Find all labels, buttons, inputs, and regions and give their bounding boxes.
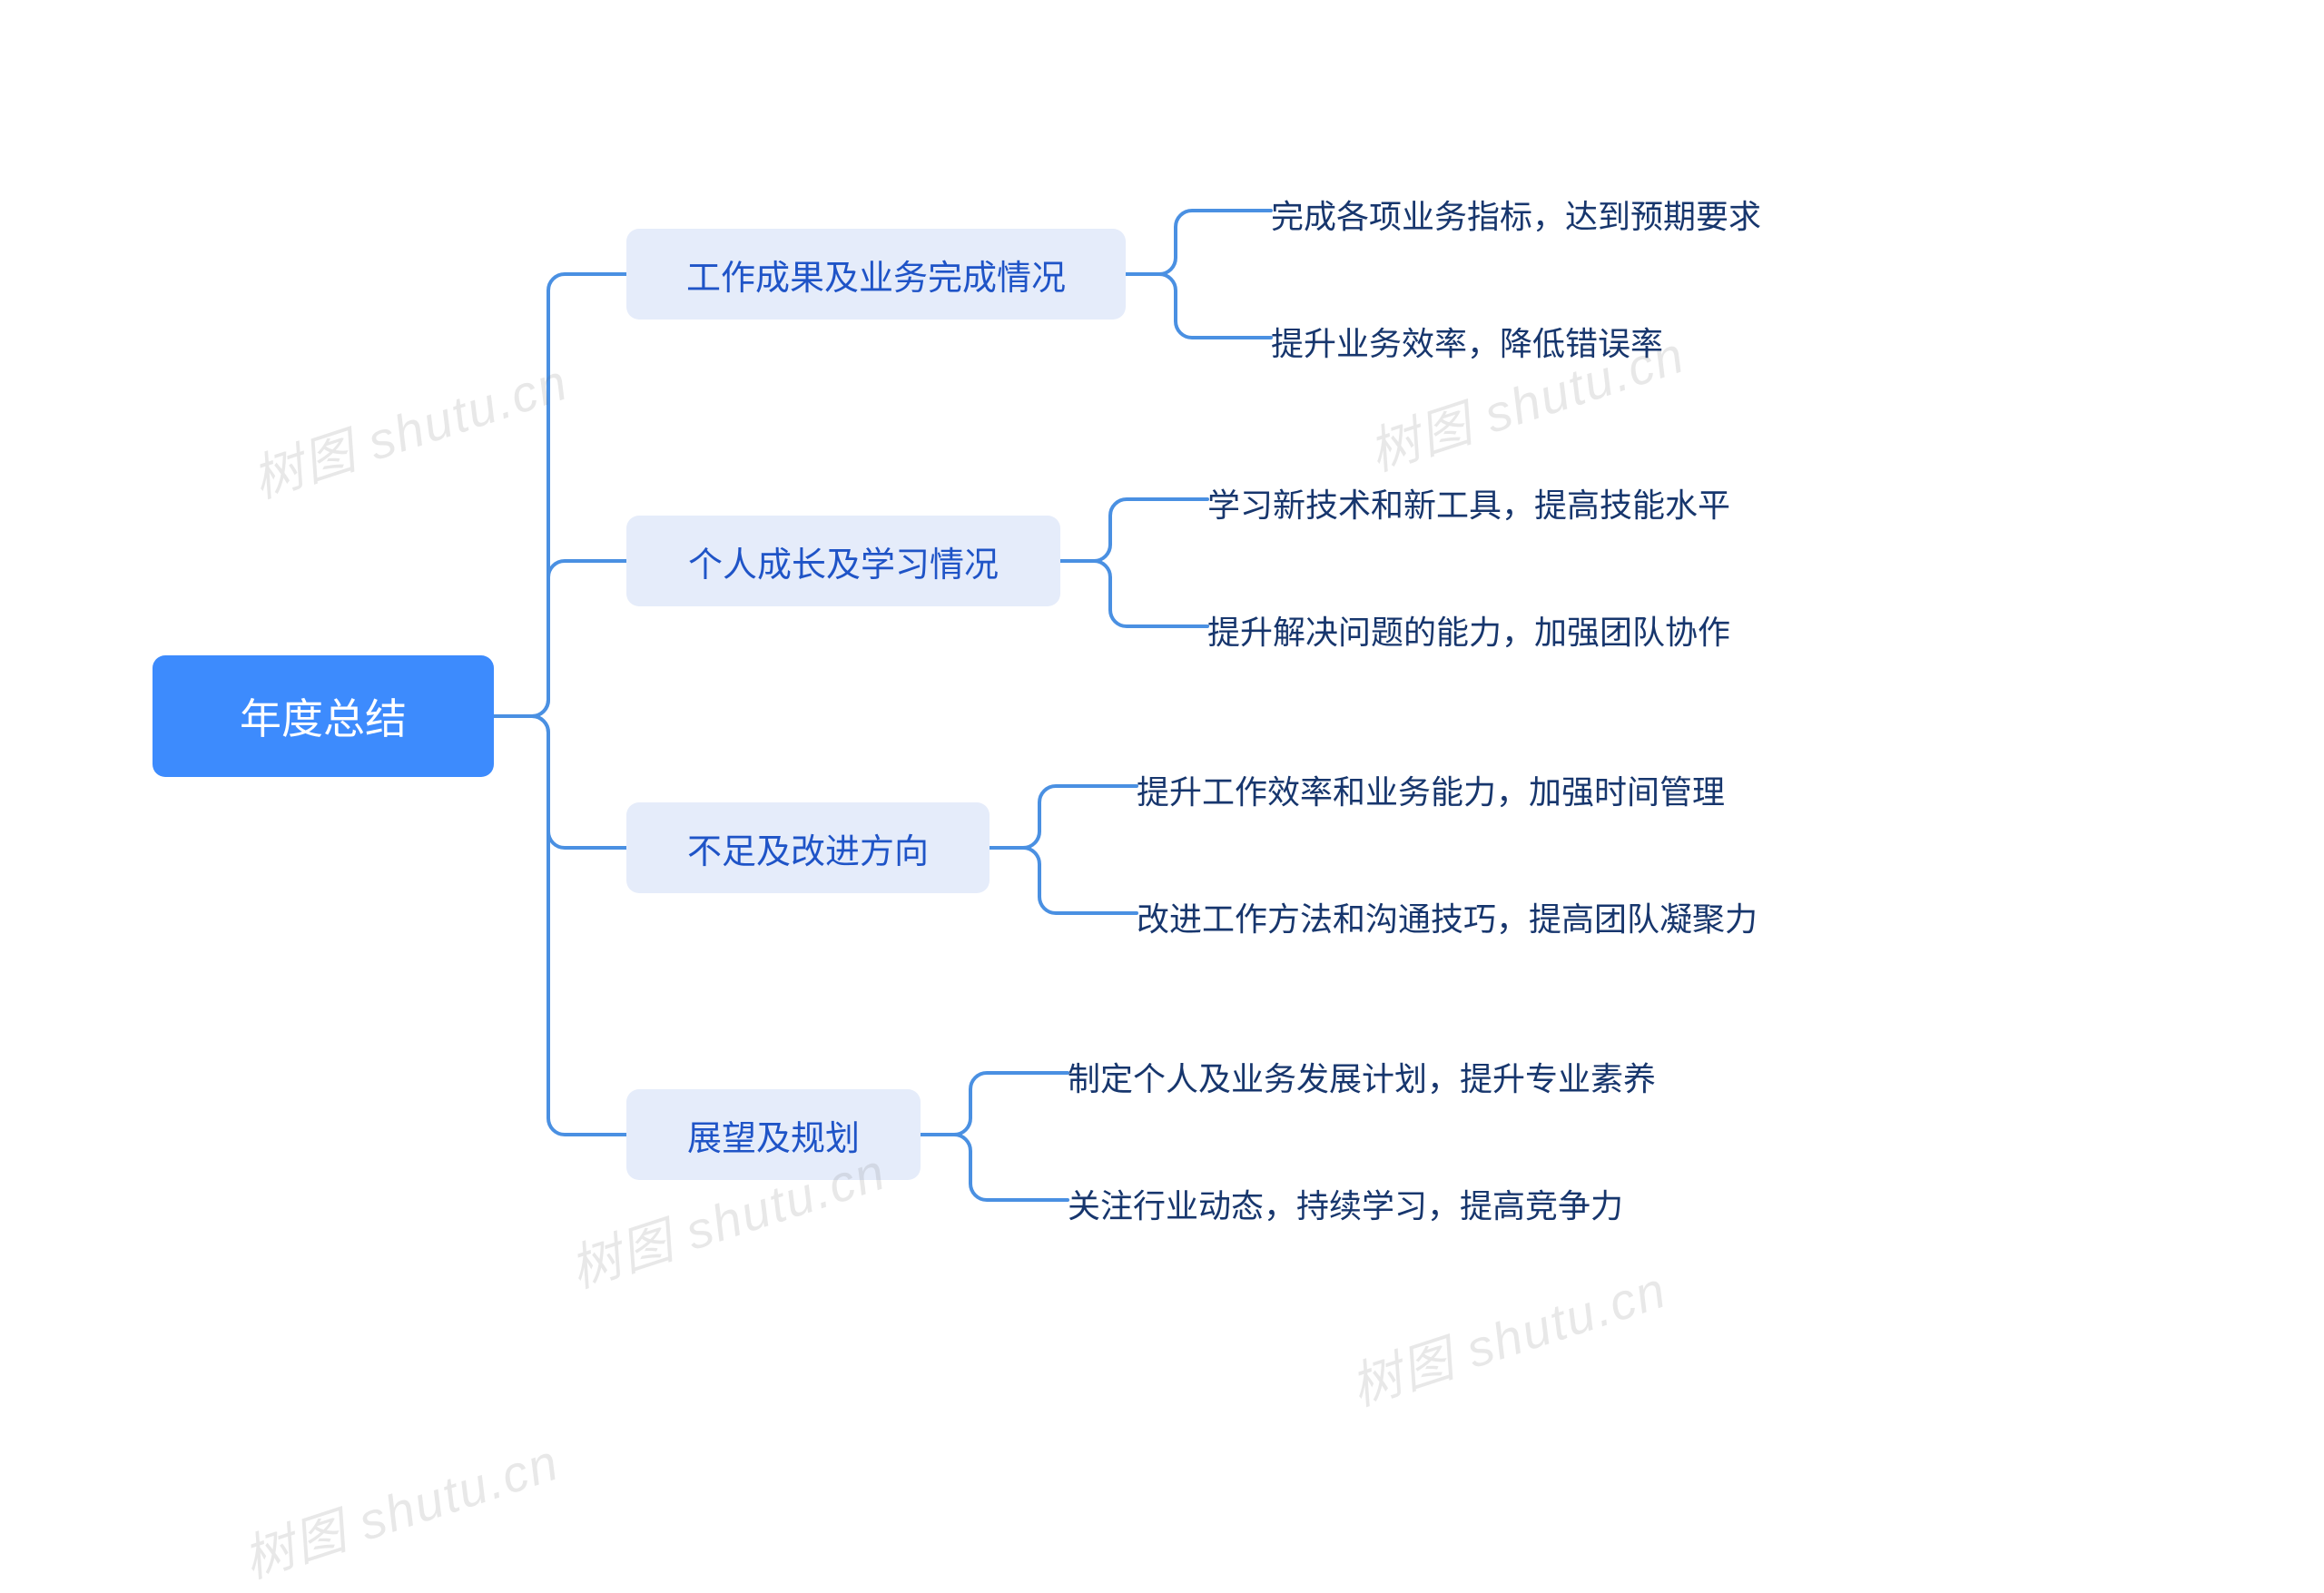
leaf-node[interactable]: 提升工作效率和业务能力，加强时间管理 <box>1137 766 1725 813</box>
branch-node[interactable]: 工作成果及业务完成情况 <box>626 229 1126 320</box>
leaf-node[interactable]: 提升解决问题的能力，加强团队协作 <box>1207 606 1730 654</box>
branch-label: 不足及改进方向 <box>687 823 929 873</box>
branch-label: 工作成果及业务完成情况 <box>686 250 1066 300</box>
leaf-node[interactable]: 改进工作方法和沟通技巧，提高团队凝聚力 <box>1137 893 1758 940</box>
branch-node[interactable]: 不足及改进方向 <box>626 802 990 893</box>
mindmap-canvas: 年度总结 工作成果及业务完成情况 完成各项业务指标，达到预期要求提升业务效率，降低错… <box>0 0 2324 1531</box>
branch-label: 展望及规划 <box>687 1110 860 1160</box>
branch-node[interactable]: 个人成长及学习情况 <box>626 516 1060 606</box>
leaf-node[interactable]: 制定个人及业务发展计划，提升专业素养 <box>1068 1053 1656 1100</box>
leaf-node[interactable]: 完成各项业务指标，达到预期要求 <box>1271 191 1761 238</box>
leaf-label: 制定个人及业务发展计划，提升专业素养 <box>1068 1053 1656 1100</box>
leaf-label: 完成各项业务指标，达到预期要求 <box>1271 191 1761 238</box>
branch-label: 个人成长及学习情况 <box>688 536 999 586</box>
leaf-label: 提升业务效率，降低错误率 <box>1271 318 1663 365</box>
branch-node[interactable]: 展望及规划 <box>626 1089 921 1180</box>
leaf-label: 提升工作效率和业务能力，加强时间管理 <box>1137 766 1725 813</box>
leaf-label: 改进工作方法和沟通技巧，提高团队凝聚力 <box>1137 893 1758 940</box>
leaf-label: 提升解决问题的能力，加强团队协作 <box>1207 606 1730 654</box>
leaf-node[interactable]: 学习新技术和新工具，提高技能水平 <box>1207 479 1730 526</box>
leaf-label: 关注行业动态，持续学习，提高竞争力 <box>1068 1180 1623 1227</box>
leaf-label: 学习新技术和新工具，提高技能水平 <box>1207 479 1730 526</box>
root-node[interactable]: 年度总结 <box>153 655 494 777</box>
leaf-node[interactable]: 关注行业动态，持续学习，提高竞争力 <box>1068 1180 1623 1227</box>
leaf-node[interactable]: 提升业务效率，降低错误率 <box>1271 318 1663 365</box>
root-label: 年度总结 <box>240 686 407 746</box>
